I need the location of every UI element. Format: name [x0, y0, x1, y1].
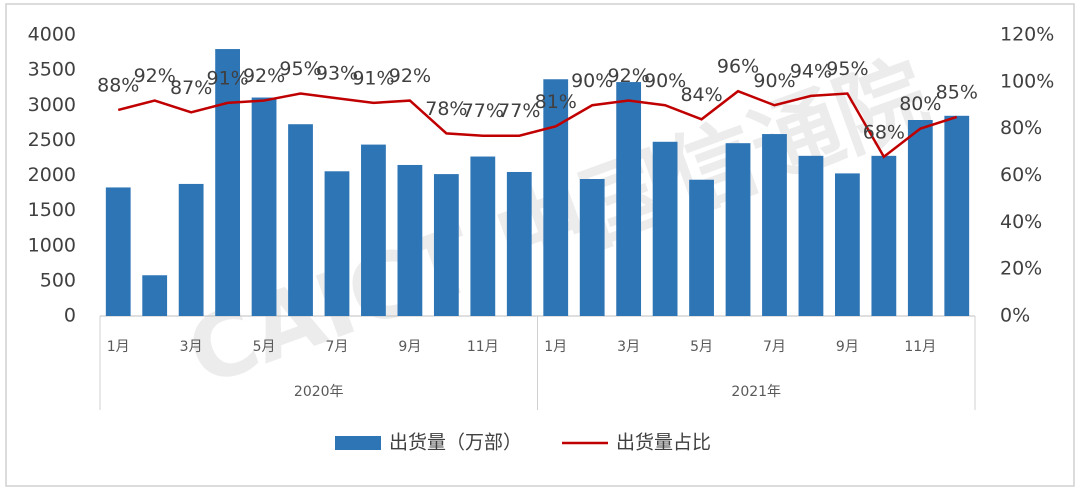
bar	[579, 179, 605, 316]
data-label: 81%	[535, 91, 577, 113]
bar	[835, 173, 860, 316]
bar	[871, 155, 897, 316]
bar	[142, 275, 168, 316]
x-group-label: 2020年	[294, 384, 344, 400]
y2-tick-label: 120%	[1000, 24, 1054, 46]
y2-tick-label: 40%	[1000, 211, 1042, 233]
legend-label: 出货量（万部）	[389, 432, 522, 454]
bar	[397, 164, 423, 316]
x-tick-label: 7月	[763, 339, 786, 355]
data-label: 90%	[571, 70, 613, 92]
data-label: 92%	[389, 65, 431, 87]
x-tick-label: 1月	[544, 339, 567, 355]
frame	[5, 3, 1075, 487]
legend-label: 出货量占比	[616, 432, 711, 454]
y-tick-label: 500	[40, 269, 76, 291]
data-label: 85%	[936, 81, 978, 103]
x-tick-label: 11月	[904, 339, 936, 355]
bar	[944, 115, 970, 316]
data-label: 91%	[352, 67, 394, 89]
bar	[251, 97, 277, 317]
bar	[506, 171, 532, 316]
bar	[725, 143, 751, 316]
x-tick-label: 11月	[467, 339, 499, 355]
data-label: 92%	[134, 65, 176, 87]
x-tick-label: 9月	[398, 339, 421, 355]
data-label: 77%	[498, 100, 540, 122]
y2-tick-label: 20%	[1000, 258, 1042, 280]
y-tick-label: 4000	[28, 24, 76, 46]
bar	[324, 171, 350, 316]
x-tick-label: 1月	[107, 339, 130, 355]
data-label: 93%	[316, 63, 358, 85]
y2-tick-label: 0%	[1000, 305, 1030, 327]
x-tick-label: 3月	[617, 339, 640, 355]
y-tick-label: 2000	[28, 164, 76, 186]
y2-tick-label: 100%	[1000, 70, 1054, 92]
data-label: 78%	[425, 98, 467, 120]
bar	[288, 124, 313, 316]
y2-tick-label: 60%	[1000, 164, 1042, 186]
x-tick-label: 5月	[690, 339, 713, 355]
y-tick-label: 0	[64, 305, 76, 327]
bar	[616, 82, 642, 316]
data-label: 68%	[863, 121, 905, 143]
data-label: 77%	[462, 100, 504, 122]
data-label: 91%	[206, 67, 248, 89]
y-tick-label: 1000	[28, 234, 76, 256]
bar	[433, 174, 459, 316]
y-tick-label: 1500	[28, 199, 76, 221]
x-tick-label: 7月	[326, 339, 349, 355]
x-tick-label: 3月	[180, 339, 203, 355]
data-label: 80%	[899, 93, 941, 115]
legend-swatch	[335, 436, 381, 450]
x-tick-label: 9月	[836, 339, 859, 355]
bar	[652, 141, 678, 316]
y-tick-label: 2500	[28, 129, 76, 151]
data-label: 94%	[790, 60, 832, 82]
data-label: 90%	[644, 70, 686, 92]
bar	[178, 183, 204, 316]
bar	[361, 144, 386, 316]
x-tick-label: 5月	[253, 339, 276, 355]
bar	[470, 156, 496, 316]
data-label: 95%	[826, 58, 868, 80]
bar	[689, 179, 714, 316]
y2-tick-label: 80%	[1000, 117, 1042, 139]
data-label: 90%	[753, 70, 795, 92]
data-label: 92%	[608, 65, 650, 87]
data-label: 92%	[243, 65, 285, 87]
data-label: 87%	[170, 77, 212, 99]
y-tick-label: 3500	[28, 59, 76, 81]
bar	[907, 120, 933, 316]
data-label: 95%	[279, 58, 321, 80]
bar	[215, 49, 240, 317]
x-group-label: 2021年	[731, 384, 781, 400]
line	[117, 89, 958, 159]
data-label: 96%	[717, 56, 759, 78]
data-label: 84%	[680, 84, 722, 106]
bar	[105, 187, 131, 316]
bar	[543, 79, 569, 316]
y-tick-label: 3000	[28, 94, 76, 116]
bar	[798, 155, 824, 316]
data-label: 88%	[97, 74, 139, 96]
bar	[762, 134, 787, 316]
